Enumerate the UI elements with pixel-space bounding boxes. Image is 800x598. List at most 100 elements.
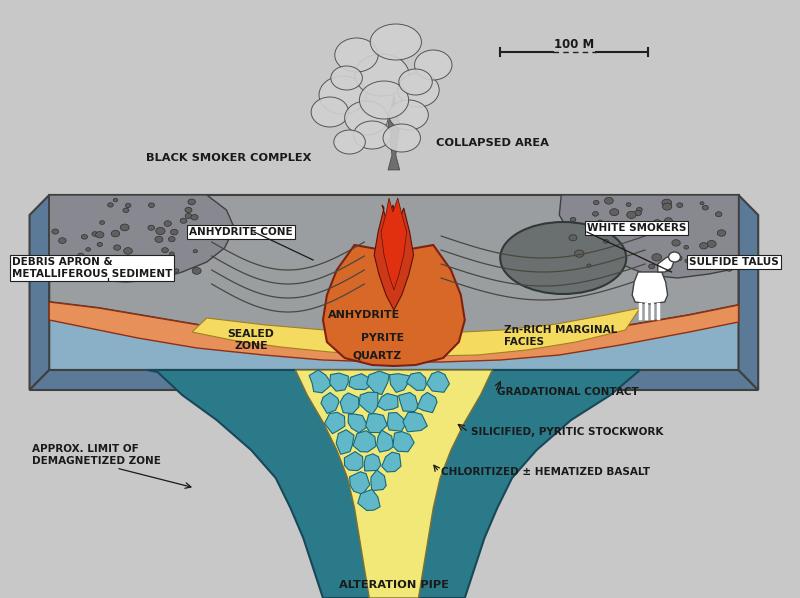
- Ellipse shape: [700, 202, 704, 205]
- Ellipse shape: [398, 69, 432, 95]
- Ellipse shape: [594, 200, 599, 205]
- Ellipse shape: [126, 203, 131, 208]
- Ellipse shape: [311, 97, 349, 127]
- Text: ANHYDRITE CONE: ANHYDRITE CONE: [189, 227, 293, 237]
- Ellipse shape: [114, 245, 121, 250]
- Ellipse shape: [500, 222, 626, 294]
- Ellipse shape: [156, 227, 165, 234]
- Ellipse shape: [702, 205, 708, 210]
- Ellipse shape: [569, 234, 577, 241]
- Polygon shape: [353, 431, 376, 452]
- Polygon shape: [358, 489, 380, 511]
- Ellipse shape: [696, 260, 700, 263]
- Ellipse shape: [398, 73, 439, 107]
- Polygon shape: [364, 454, 381, 471]
- Ellipse shape: [170, 252, 174, 255]
- Text: SULFIDE TALUS: SULFIDE TALUS: [690, 257, 779, 267]
- Polygon shape: [192, 308, 640, 356]
- Polygon shape: [323, 245, 465, 366]
- Ellipse shape: [92, 231, 98, 236]
- Ellipse shape: [370, 24, 422, 60]
- Ellipse shape: [158, 258, 166, 265]
- Polygon shape: [321, 392, 339, 413]
- Ellipse shape: [355, 54, 409, 96]
- Ellipse shape: [108, 203, 114, 207]
- Polygon shape: [374, 205, 414, 310]
- Polygon shape: [350, 472, 370, 495]
- Polygon shape: [340, 393, 359, 414]
- Text: SILICIFIED, PYRITIC STOCKWORK: SILICIFIED, PYRITIC STOCKWORK: [470, 427, 663, 437]
- Ellipse shape: [675, 255, 682, 261]
- Ellipse shape: [124, 248, 132, 254]
- Text: PYRITE: PYRITE: [361, 333, 403, 343]
- Text: SEALED
ZONE: SEALED ZONE: [228, 329, 274, 351]
- Ellipse shape: [677, 203, 682, 208]
- Ellipse shape: [574, 250, 584, 257]
- Ellipse shape: [185, 208, 192, 213]
- Polygon shape: [30, 370, 758, 390]
- Ellipse shape: [174, 269, 179, 273]
- Polygon shape: [393, 432, 414, 452]
- Ellipse shape: [662, 264, 671, 271]
- Text: ALTERATION PIPE: ALTERATION PIPE: [339, 580, 449, 590]
- Ellipse shape: [383, 124, 421, 152]
- Ellipse shape: [58, 238, 66, 243]
- Ellipse shape: [334, 38, 378, 72]
- Polygon shape: [359, 392, 378, 414]
- Ellipse shape: [52, 229, 58, 234]
- Ellipse shape: [191, 215, 198, 220]
- Ellipse shape: [120, 224, 129, 231]
- Ellipse shape: [62, 256, 69, 261]
- Ellipse shape: [192, 267, 201, 274]
- Polygon shape: [381, 198, 406, 290]
- Polygon shape: [371, 470, 386, 491]
- Text: COLLAPSED AREA: COLLAPSED AREA: [436, 138, 549, 148]
- Polygon shape: [417, 392, 437, 413]
- Ellipse shape: [652, 254, 662, 261]
- Polygon shape: [377, 430, 394, 452]
- Polygon shape: [30, 195, 50, 390]
- Text: QUARTZ: QUARTZ: [353, 351, 402, 361]
- Ellipse shape: [665, 218, 672, 224]
- Polygon shape: [50, 195, 738, 342]
- Ellipse shape: [662, 199, 672, 206]
- Ellipse shape: [148, 225, 154, 230]
- Ellipse shape: [653, 219, 662, 226]
- Polygon shape: [377, 393, 398, 410]
- Text: BLACK SMOKER COMPLEX: BLACK SMOKER COMPLEX: [146, 153, 311, 163]
- Ellipse shape: [610, 209, 619, 216]
- Polygon shape: [348, 414, 368, 433]
- Polygon shape: [330, 373, 348, 391]
- Ellipse shape: [319, 76, 366, 114]
- Text: 100 M: 100 M: [554, 38, 594, 50]
- Polygon shape: [148, 370, 640, 598]
- Polygon shape: [344, 451, 363, 471]
- Polygon shape: [387, 413, 406, 431]
- Polygon shape: [309, 370, 332, 393]
- Polygon shape: [382, 452, 401, 472]
- Text: APPROX. LIMIT OF
DEMAGNETIZED ZONE: APPROX. LIMIT OF DEMAGNETIZED ZONE: [31, 444, 160, 466]
- Polygon shape: [50, 195, 234, 282]
- Ellipse shape: [354, 121, 391, 149]
- Ellipse shape: [699, 243, 708, 249]
- Ellipse shape: [78, 253, 84, 258]
- Polygon shape: [738, 195, 758, 390]
- Ellipse shape: [188, 199, 195, 205]
- Ellipse shape: [715, 212, 722, 216]
- Polygon shape: [658, 255, 674, 272]
- Text: ANHYDRITE: ANHYDRITE: [328, 310, 401, 320]
- Polygon shape: [398, 392, 418, 411]
- Polygon shape: [50, 302, 738, 362]
- Ellipse shape: [637, 208, 642, 212]
- Ellipse shape: [122, 261, 126, 265]
- Ellipse shape: [718, 230, 726, 236]
- Ellipse shape: [603, 240, 609, 243]
- Ellipse shape: [170, 269, 174, 272]
- Ellipse shape: [149, 203, 154, 208]
- Ellipse shape: [726, 266, 733, 271]
- Ellipse shape: [570, 218, 576, 222]
- Polygon shape: [406, 373, 426, 390]
- Text: GRADATIONAL CONTACT: GRADATIONAL CONTACT: [498, 387, 639, 397]
- Ellipse shape: [685, 259, 690, 263]
- Ellipse shape: [82, 234, 87, 239]
